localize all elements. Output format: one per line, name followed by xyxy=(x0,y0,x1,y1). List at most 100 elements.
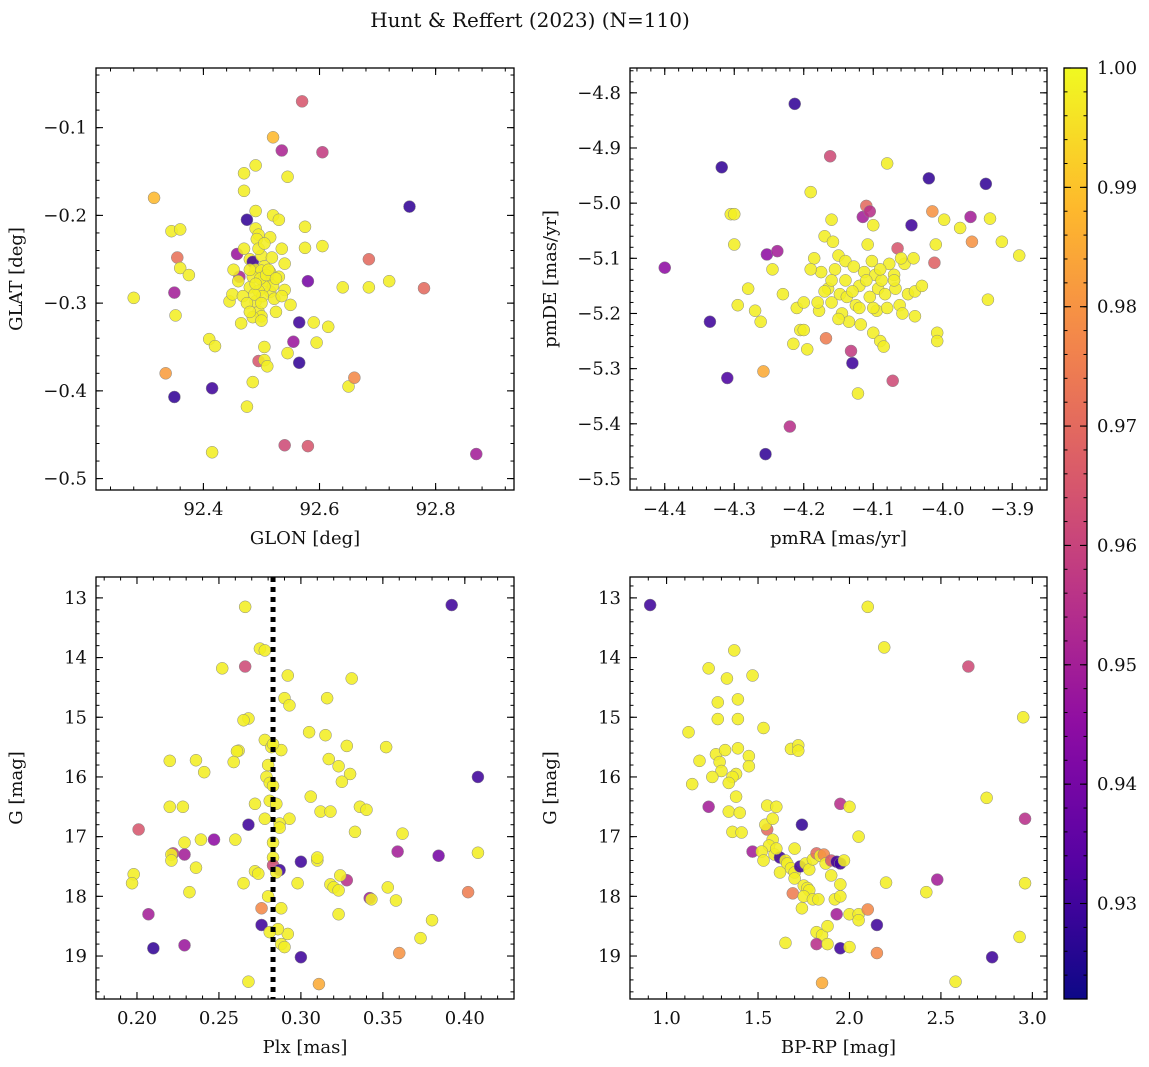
ticks: 92.4 92.6 92.8 −0.5 −0.4 −0.3 −0.2 −0.1 xyxy=(43,68,514,520)
data-point xyxy=(343,767,357,781)
data-point xyxy=(197,765,211,779)
data-point xyxy=(258,340,271,354)
data-point xyxy=(983,212,997,225)
x-tick-label: 0.30 xyxy=(281,1008,321,1029)
data-point xyxy=(879,876,893,889)
data-point xyxy=(731,298,744,312)
y-tick-label: −5.0 xyxy=(577,193,621,214)
data-point xyxy=(863,205,877,218)
data-point xyxy=(238,660,252,673)
data-point xyxy=(814,265,828,279)
data-point xyxy=(208,339,222,353)
data-point xyxy=(731,742,745,755)
ticks: −4.4 −4.3 −4.2 −4.1 −4.0 −3.9 −5.5 −5.4 −5.3 −5.2… xyxy=(577,68,1047,520)
data-point xyxy=(788,842,801,855)
data-point xyxy=(907,252,920,265)
colorbar-tick-label: 0.96 xyxy=(1097,535,1137,556)
data-point xyxy=(169,309,182,322)
data-point xyxy=(748,304,762,317)
data-point xyxy=(274,902,288,915)
data-point xyxy=(470,447,483,461)
data-point xyxy=(252,867,265,880)
data-point xyxy=(870,946,884,960)
data-point xyxy=(706,770,719,784)
data-point xyxy=(182,268,196,282)
data-point xyxy=(391,845,404,858)
data-point xyxy=(316,239,329,253)
data-point xyxy=(240,400,254,413)
data-point xyxy=(284,298,297,312)
data-point xyxy=(797,296,810,309)
data-point xyxy=(766,263,779,276)
data-point xyxy=(414,931,427,945)
data-point xyxy=(852,830,865,843)
data-point xyxy=(980,791,993,805)
data-point xyxy=(348,371,361,384)
y-axis-label: G [mag] xyxy=(540,751,561,824)
data-point xyxy=(843,800,856,814)
data-point xyxy=(685,777,699,791)
data-point xyxy=(703,315,717,328)
data-point xyxy=(275,242,289,255)
data-point xyxy=(786,887,800,900)
data-point xyxy=(821,919,834,933)
y-tick-label: 17 xyxy=(598,827,621,848)
data-point xyxy=(258,812,272,825)
data-point xyxy=(1012,249,1026,262)
data-point xyxy=(828,263,842,276)
data-point xyxy=(249,159,262,172)
y-tick-label: −4.9 xyxy=(577,138,621,159)
y-tick-label: 14 xyxy=(64,648,87,669)
data-point xyxy=(757,365,770,378)
data-point xyxy=(1018,876,1032,890)
data-point xyxy=(682,725,695,739)
data-point xyxy=(746,669,759,682)
y-tick-label: 13 xyxy=(598,588,621,609)
data-point xyxy=(937,213,951,226)
data-point xyxy=(335,775,349,788)
data-point xyxy=(766,812,779,825)
y-tick-label: 15 xyxy=(64,707,87,728)
x-tick-label: −4.4 xyxy=(643,499,687,520)
data-point xyxy=(237,184,251,198)
data-point xyxy=(870,918,884,932)
data-point xyxy=(345,672,358,685)
data-point xyxy=(880,301,894,315)
y-tick-label: 18 xyxy=(598,886,621,907)
data-point xyxy=(722,805,736,818)
data-point xyxy=(242,975,255,988)
data-point xyxy=(728,644,741,657)
data-point xyxy=(722,776,736,790)
data-point xyxy=(787,337,800,351)
data-point xyxy=(237,242,251,255)
y-tick-label: −5.1 xyxy=(577,248,621,269)
data-point xyxy=(301,274,315,288)
data-point xyxy=(728,238,741,251)
x-tick-label: 0.35 xyxy=(363,1008,403,1029)
data-point xyxy=(262,263,275,277)
data-point xyxy=(381,881,395,894)
data-point xyxy=(171,251,184,264)
data-point xyxy=(321,320,335,334)
data-point xyxy=(237,714,250,727)
data-point xyxy=(230,745,244,758)
panel-pmra-pmde: −4.4 −4.3 −4.2 −4.1 −4.0 −3.9 −5.5 −5.4 −5.3 −5.2… xyxy=(540,67,1048,549)
data-point xyxy=(278,439,291,452)
data-point xyxy=(953,221,967,235)
data-point xyxy=(818,285,831,298)
data-point xyxy=(715,161,728,174)
x-tick-label: 92.4 xyxy=(183,499,223,520)
data-point xyxy=(255,296,268,310)
data-point xyxy=(1013,930,1026,944)
data-point xyxy=(826,235,840,249)
points xyxy=(658,97,1026,461)
points xyxy=(125,598,485,991)
colorbar-tick-label: 0.95 xyxy=(1097,655,1137,676)
y-tick-label: −0.1 xyxy=(43,118,87,139)
data-point xyxy=(915,279,929,293)
data-point xyxy=(237,167,251,180)
data-point xyxy=(242,818,255,831)
x-tick-label: 0.40 xyxy=(445,1008,485,1029)
data-point xyxy=(795,902,809,915)
data-point xyxy=(711,712,725,726)
